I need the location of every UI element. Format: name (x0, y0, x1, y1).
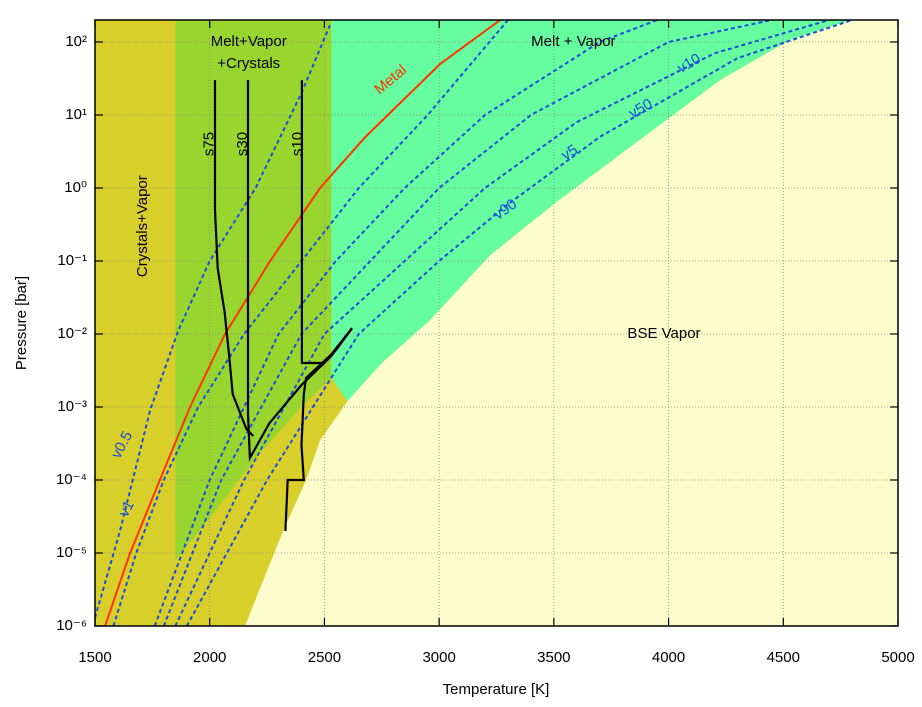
series-label: s10 (289, 132, 306, 156)
y-tick-label: 10² (65, 33, 87, 50)
region-label: Crystals+Vapor (134, 175, 151, 277)
x-tick-label: 1500 (78, 649, 111, 666)
region (331, 20, 850, 402)
x-tick-label: 2500 (308, 649, 341, 666)
region-label: BSE Vapor (627, 325, 700, 342)
region-label: Melt + Vapor (531, 33, 615, 50)
lines (95, 20, 853, 626)
plot-frame (94, 19, 899, 627)
series-line (95, 24, 331, 618)
series-label: v5 (558, 141, 581, 164)
x-tick-label: 2000 (193, 649, 226, 666)
y-axis-label: Pressure [bar] (13, 276, 30, 370)
series-line (162, 20, 773, 626)
x-tick-label: 5000 (881, 649, 914, 666)
y-tick-label: 10⁻² (57, 325, 87, 342)
series-line (112, 20, 509, 626)
series-line (185, 20, 853, 626)
series-line (153, 20, 658, 626)
series-label: s30 (234, 132, 251, 156)
x-axis-label: Temperature [K] (443, 681, 550, 698)
series-line (284, 80, 353, 532)
region-label: Melt+Vapor (211, 33, 287, 50)
y-tick-label: 10⁻³ (57, 398, 87, 415)
series-line (213, 80, 255, 437)
series-line (174, 20, 830, 626)
labels: 1500 2000 2500 3000 3500 4000 4500 5000 10⁻⁶ 10⁻⁵… (56, 33, 915, 666)
x-tick-label: 4000 (652, 649, 685, 666)
y-tick-label: 10⁻⁶ (56, 617, 87, 634)
x-tick-label: 4500 (767, 649, 800, 666)
y-tick-label: 10¹ (65, 106, 87, 123)
series-label: v1 (115, 498, 137, 520)
region-label: +Crystals (217, 55, 280, 72)
series-label: s75 (201, 132, 218, 156)
y-tick-label: 10⁻⁵ (56, 544, 87, 561)
y-tick-label: 10⁻¹ (57, 252, 87, 269)
x-tick-label: 3500 (537, 649, 570, 666)
x-tick-label: 3000 (422, 649, 455, 666)
region (245, 20, 898, 626)
y-tick-label: 10⁻⁴ (56, 471, 87, 488)
y-tick-label: 10⁰ (64, 179, 87, 196)
